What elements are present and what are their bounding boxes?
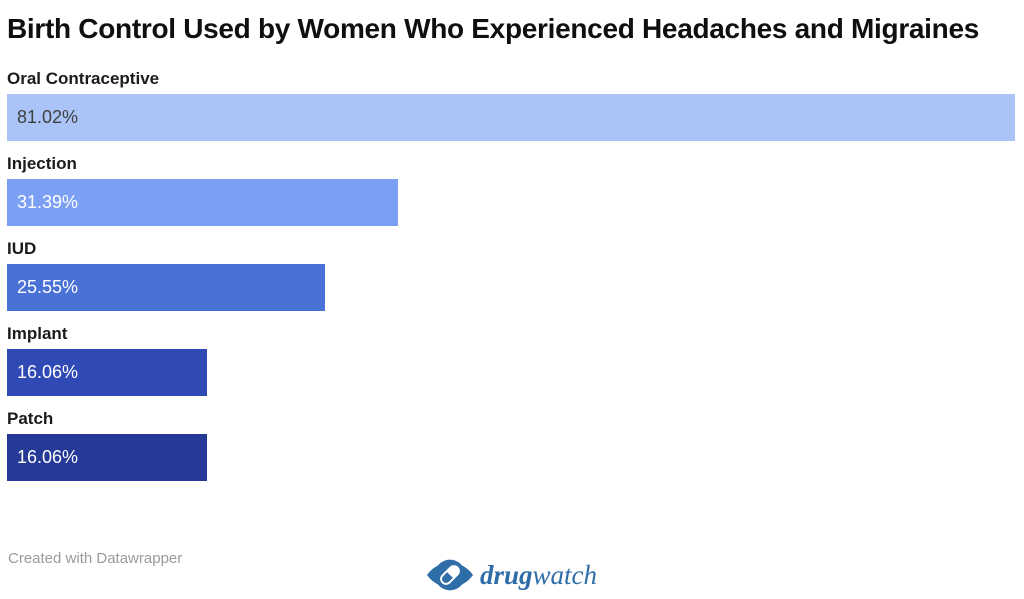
category-label: Injection — [7, 154, 77, 173]
bar-chart: Oral Contraceptive 81.02% Injection 31.39% I… — [7, 69, 1015, 481]
category-label: IUD — [7, 239, 37, 258]
bar: 31.39% — [7, 179, 398, 226]
bar-row: IUD 25.55% — [7, 239, 1015, 311]
bar-track: 16.06% — [7, 349, 1015, 396]
chart-title: Birth Control Used by Women Who Experien… — [7, 13, 980, 44]
bar-track: 16.06% — [7, 434, 1015, 481]
bar: 16.06% — [7, 434, 207, 481]
eye-pill-icon — [426, 556, 473, 594]
value-label: 31.39% — [17, 192, 79, 212]
value-label: 16.06% — [17, 362, 79, 382]
bar: 16.06% — [7, 349, 207, 396]
value-label: 81.02% — [17, 107, 79, 127]
bar-row: Injection 31.39% — [7, 154, 1015, 226]
category-label: Oral Contraceptive — [7, 69, 160, 88]
brand-drug: drug — [479, 560, 533, 590]
bar: 25.55% — [7, 264, 325, 311]
drugwatch-wordmark: drugwatch — [480, 558, 597, 592]
brand-watch: watch — [532, 560, 598, 590]
bar-track: 25.55% — [7, 264, 1015, 311]
chart-footer: Created with Datawrapper drugwatch — [0, 546, 1024, 599]
drugwatch-logo-link[interactable]: drugwatch — [426, 556, 597, 594]
bar-row: Implant 16.06% — [7, 324, 1015, 396]
datawrapper-attribution-link[interactable]: Created with Datawrapper — [8, 550, 183, 567]
bar-row: Patch 16.06% — [7, 409, 1015, 481]
value-label: 16.06% — [17, 447, 79, 467]
bar-track: 31.39% — [7, 179, 1015, 226]
category-label: Implant — [7, 324, 68, 343]
category-label: Patch — [7, 409, 54, 428]
value-label: 25.55% — [17, 277, 79, 297]
bar: 81.02% — [7, 94, 1015, 141]
bar-row: Oral Contraceptive 81.02% — [7, 69, 1015, 141]
bar-track: 81.02% — [7, 94, 1015, 141]
